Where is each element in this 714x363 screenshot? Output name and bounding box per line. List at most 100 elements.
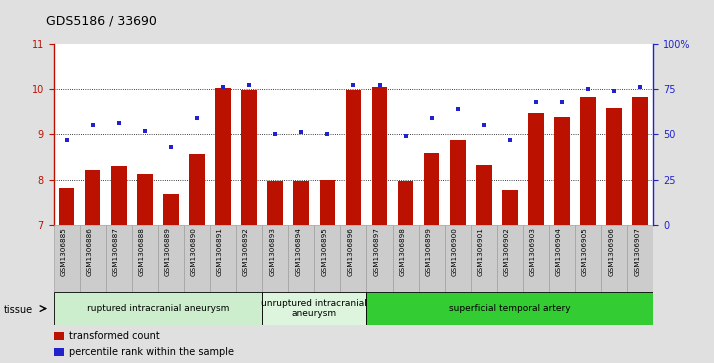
Bar <box>320 180 335 225</box>
Text: GSM1306903: GSM1306903 <box>530 227 536 276</box>
FancyBboxPatch shape <box>262 225 288 292</box>
Point <box>113 121 124 126</box>
Point <box>583 86 594 92</box>
Point <box>426 115 438 121</box>
FancyBboxPatch shape <box>549 225 575 292</box>
FancyBboxPatch shape <box>288 225 314 292</box>
Bar <box>580 97 596 225</box>
Bar <box>85 170 101 225</box>
Bar <box>528 113 544 225</box>
Bar <box>54 348 64 356</box>
Bar <box>293 180 309 225</box>
Text: GSM1306890: GSM1306890 <box>191 227 197 276</box>
Point <box>165 144 176 150</box>
Bar <box>502 189 518 225</box>
Point <box>478 122 490 128</box>
FancyBboxPatch shape <box>627 225 653 292</box>
Text: GSM1306886: GSM1306886 <box>86 227 93 276</box>
Text: GSM1306895: GSM1306895 <box>321 227 327 276</box>
FancyBboxPatch shape <box>523 225 549 292</box>
Text: GSM1306898: GSM1306898 <box>400 227 406 276</box>
Text: GSM1306899: GSM1306899 <box>426 227 432 276</box>
FancyBboxPatch shape <box>314 225 341 292</box>
Text: GSM1306905: GSM1306905 <box>582 227 588 276</box>
Text: GSM1306906: GSM1306906 <box>608 227 614 276</box>
FancyBboxPatch shape <box>601 225 627 292</box>
Bar <box>267 181 283 225</box>
Text: unruptured intracranial
aneurysm: unruptured intracranial aneurysm <box>261 299 367 318</box>
FancyBboxPatch shape <box>341 225 366 292</box>
Bar <box>372 87 387 225</box>
Text: GSM1306900: GSM1306900 <box>452 227 458 276</box>
Text: superficial temporal artery: superficial temporal artery <box>449 304 570 313</box>
Point <box>243 82 255 88</box>
Text: GDS5186 / 33690: GDS5186 / 33690 <box>46 15 157 28</box>
Text: GSM1306901: GSM1306901 <box>478 227 484 276</box>
Text: GSM1306885: GSM1306885 <box>61 227 66 276</box>
Text: GSM1306894: GSM1306894 <box>296 227 301 276</box>
Bar <box>346 90 361 225</box>
FancyBboxPatch shape <box>132 225 158 292</box>
FancyBboxPatch shape <box>471 225 497 292</box>
Point <box>348 82 359 88</box>
Text: GSM1306896: GSM1306896 <box>348 227 353 276</box>
Bar <box>137 174 153 225</box>
Point <box>531 99 542 105</box>
FancyBboxPatch shape <box>80 225 106 292</box>
Text: GSM1306907: GSM1306907 <box>634 227 640 276</box>
FancyBboxPatch shape <box>210 225 236 292</box>
Point <box>61 137 72 143</box>
Bar <box>450 140 466 225</box>
Text: GSM1306902: GSM1306902 <box>504 227 510 276</box>
FancyBboxPatch shape <box>497 225 523 292</box>
Point <box>504 137 516 143</box>
FancyBboxPatch shape <box>393 225 418 292</box>
Point <box>321 131 333 137</box>
Bar <box>189 154 205 225</box>
Point <box>296 130 307 135</box>
FancyBboxPatch shape <box>418 225 445 292</box>
Bar <box>554 117 570 225</box>
Text: percentile rank within the sample: percentile rank within the sample <box>69 347 233 357</box>
Bar <box>111 166 126 225</box>
FancyBboxPatch shape <box>366 225 393 292</box>
Point <box>269 131 281 137</box>
Bar <box>215 88 231 225</box>
FancyBboxPatch shape <box>106 225 132 292</box>
Point <box>217 84 228 90</box>
Bar <box>398 181 413 225</box>
Bar <box>163 194 178 225</box>
Text: GSM1306889: GSM1306889 <box>165 227 171 276</box>
Bar <box>54 332 64 340</box>
Point <box>400 133 411 139</box>
FancyBboxPatch shape <box>158 225 184 292</box>
FancyBboxPatch shape <box>445 225 471 292</box>
Text: GSM1306888: GSM1306888 <box>139 227 145 276</box>
Text: GSM1306893: GSM1306893 <box>269 227 275 276</box>
FancyBboxPatch shape <box>236 225 262 292</box>
Text: GSM1306891: GSM1306891 <box>217 227 223 276</box>
Text: GSM1306887: GSM1306887 <box>113 227 119 276</box>
Bar <box>241 90 257 225</box>
Bar <box>59 188 74 225</box>
Bar <box>606 109 622 225</box>
FancyBboxPatch shape <box>575 225 601 292</box>
Point <box>452 106 463 112</box>
FancyBboxPatch shape <box>184 225 210 292</box>
Text: tissue: tissue <box>4 305 33 315</box>
Text: GSM1306892: GSM1306892 <box>243 227 249 276</box>
Bar <box>424 153 440 225</box>
FancyBboxPatch shape <box>366 292 653 325</box>
Point <box>374 82 386 88</box>
Bar <box>476 165 492 225</box>
Text: transformed count: transformed count <box>69 331 159 341</box>
Point <box>556 99 568 105</box>
Point <box>139 128 151 134</box>
Point <box>191 115 203 121</box>
Text: ruptured intracranial aneurysm: ruptured intracranial aneurysm <box>86 304 229 313</box>
FancyBboxPatch shape <box>54 225 80 292</box>
Bar <box>633 97 648 225</box>
FancyBboxPatch shape <box>54 292 262 325</box>
Point <box>608 88 620 94</box>
Point <box>635 84 646 90</box>
